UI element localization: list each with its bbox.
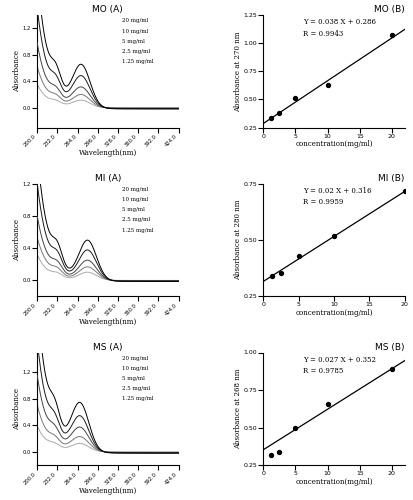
- Point: [269, 272, 275, 280]
- Text: 1.25 mg/ml: 1.25 mg/ml: [122, 396, 154, 402]
- Point: [324, 80, 331, 88]
- Text: 20 mg/ml: 20 mg/ml: [122, 187, 148, 192]
- Point: [331, 232, 337, 239]
- Text: R = 0.9959: R = 0.9959: [303, 198, 343, 206]
- Title: MO (A): MO (A): [93, 5, 123, 14]
- Text: Y = 0.02 X + 0.316: Y = 0.02 X + 0.316: [303, 187, 371, 195]
- Point: [276, 448, 283, 456]
- Point: [389, 30, 395, 38]
- Text: MI (B): MI (B): [378, 174, 405, 183]
- Point: [278, 268, 284, 276]
- Point: [295, 252, 302, 260]
- Text: 5 mg/ml: 5 mg/ml: [122, 208, 145, 212]
- Point: [401, 188, 408, 196]
- Text: 10 mg/ml: 10 mg/ml: [122, 366, 148, 371]
- Point: [292, 424, 299, 432]
- Text: 20 mg/ml: 20 mg/ml: [122, 18, 148, 24]
- Text: 2.5 mg/ml: 2.5 mg/ml: [122, 218, 150, 222]
- Point: [324, 400, 331, 408]
- X-axis label: concentration(mg/ml): concentration(mg/ml): [295, 140, 373, 148]
- Y-axis label: Absorbance at 268 nm: Absorbance at 268 nm: [234, 368, 242, 449]
- Text: 10 mg/ml: 10 mg/ml: [122, 28, 148, 34]
- Y-axis label: Absorbance at 270 nm: Absorbance at 270 nm: [234, 31, 242, 112]
- X-axis label: concentration(mg/ml): concentration(mg/ml): [295, 309, 373, 317]
- Text: Y = 0.027 X + 0.352: Y = 0.027 X + 0.352: [303, 356, 376, 364]
- Text: 5 mg/ml: 5 mg/ml: [122, 376, 145, 381]
- Text: 2.5 mg/ml: 2.5 mg/ml: [122, 386, 150, 392]
- Text: R = 0.9943: R = 0.9943: [303, 30, 343, 38]
- Y-axis label: Absorbance at 280 nm: Absorbance at 280 nm: [234, 200, 242, 280]
- Text: 5 mg/ml: 5 mg/ml: [122, 38, 145, 44]
- Y-axis label: Absorbance: Absorbance: [13, 219, 21, 261]
- Y-axis label: Absorbance: Absorbance: [13, 388, 21, 430]
- X-axis label: Wavelength(nm): Wavelength(nm): [79, 487, 137, 495]
- Text: MO (B): MO (B): [374, 5, 405, 14]
- Point: [292, 94, 299, 102]
- Text: 10 mg/ml: 10 mg/ml: [122, 197, 148, 202]
- Text: 20 mg/ml: 20 mg/ml: [122, 356, 148, 361]
- Text: 1.25 mg/ml: 1.25 mg/ml: [122, 59, 154, 64]
- Point: [389, 364, 395, 372]
- Point: [276, 109, 283, 117]
- X-axis label: Wavelength(nm): Wavelength(nm): [79, 318, 137, 326]
- Text: 1.25 mg/ml: 1.25 mg/ml: [122, 228, 154, 232]
- Y-axis label: Absorbance: Absorbance: [13, 50, 21, 92]
- Text: R = 0.9785: R = 0.9785: [303, 367, 343, 375]
- Text: MS (B): MS (B): [375, 342, 405, 351]
- Point: [268, 451, 275, 459]
- Text: 2.5 mg/ml: 2.5 mg/ml: [122, 49, 150, 54]
- X-axis label: Wavelength(nm): Wavelength(nm): [79, 150, 137, 158]
- Title: MI (A): MI (A): [95, 174, 121, 183]
- X-axis label: concentration(mg/ml): concentration(mg/ml): [295, 478, 373, 486]
- Point: [268, 114, 275, 122]
- Text: Y = 0.038 X + 0.286: Y = 0.038 X + 0.286: [303, 18, 376, 26]
- Title: MS (A): MS (A): [93, 342, 123, 351]
